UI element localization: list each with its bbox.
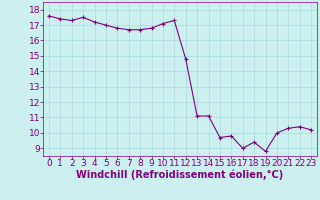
X-axis label: Windchill (Refroidissement éolien,°C): Windchill (Refroidissement éolien,°C) xyxy=(76,169,284,180)
